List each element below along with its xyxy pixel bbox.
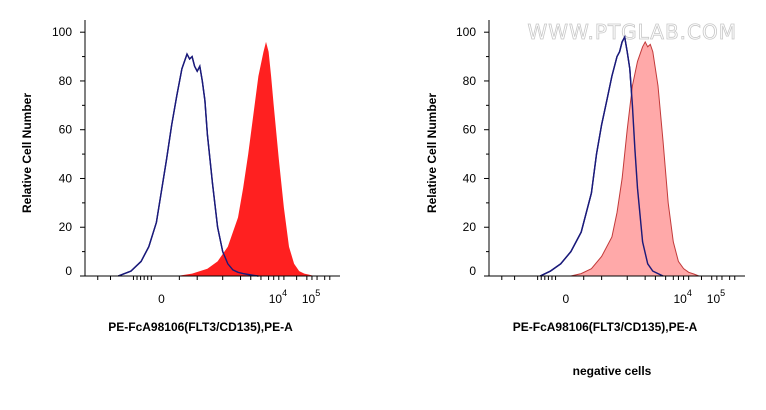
x-tick-label: 105 xyxy=(707,288,725,306)
x-tick-label-exponent: 4 xyxy=(687,288,692,298)
y-tick-label: 40 xyxy=(59,171,73,185)
x-tick-label: 104 xyxy=(269,288,287,306)
y-tick-label: 20 xyxy=(59,220,73,234)
x-tick-label-base: 10 xyxy=(673,292,687,306)
x-tick-label-exponent: 5 xyxy=(315,288,320,298)
x-tick-label-exponent: 4 xyxy=(282,288,287,298)
x-tick-label-base: 10 xyxy=(269,292,283,306)
y-tick-label: 80 xyxy=(463,74,477,88)
y-tick-label: 60 xyxy=(59,123,73,137)
x-axis-title: PE-FcA98106(FLT3/CD135),PE-A xyxy=(108,320,293,334)
y-tick-label: 40 xyxy=(463,171,477,185)
watermark-text: WWW.PTGLAB.COM xyxy=(528,20,738,44)
y-axis-title: Relative Cell Number xyxy=(20,93,34,213)
x-tick-label: 105 xyxy=(302,288,320,306)
x-tick-label-base: 10 xyxy=(302,292,316,306)
y-tick-label: 60 xyxy=(463,123,477,137)
x-tick-label-base: 10 xyxy=(707,292,721,306)
x-tick-label-base: 0 xyxy=(158,292,165,306)
x-tick-label: 0 xyxy=(562,292,569,306)
x-axis-title: PE-FcA98106(FLT3/CD135),PE-A xyxy=(513,320,698,334)
x-tick-label-base: 0 xyxy=(562,292,569,306)
panel-caption: negative cells xyxy=(573,364,652,378)
x-tick-label: 0 xyxy=(158,292,165,306)
y-tick-label: 80 xyxy=(59,74,73,88)
y-tick-label: 100 xyxy=(456,25,476,39)
y-tick-label: 0 xyxy=(65,264,72,278)
y-tick-label: 0 xyxy=(469,264,476,278)
y-tick-label: 100 xyxy=(52,25,72,39)
x-tick-label-exponent: 5 xyxy=(720,288,725,298)
x-tick-label: 104 xyxy=(673,288,691,306)
y-axis-title: Relative Cell Number xyxy=(425,93,439,213)
y-tick-label: 20 xyxy=(463,220,477,234)
series-2-area xyxy=(176,41,315,277)
series-1-line xyxy=(539,34,664,277)
series-1-line xyxy=(117,52,259,277)
